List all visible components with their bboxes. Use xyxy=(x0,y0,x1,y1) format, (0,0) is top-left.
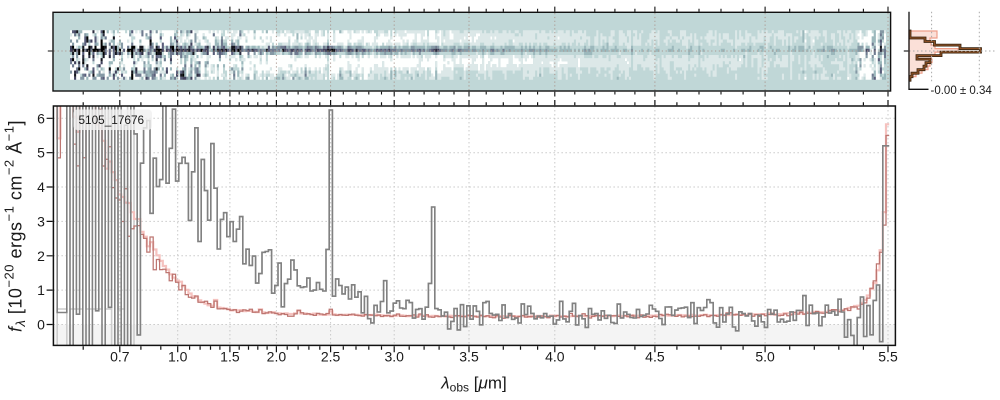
svg-text:4.0: 4.0 xyxy=(545,349,565,365)
svg-text:-0.00 ± 0.34: -0.00 ± 0.34 xyxy=(931,85,993,97)
svg-text:fλ [10−20 ergs−1 cm−2 Å−1]: fλ [10−20 ergs−1 cm−2 Å−1] xyxy=(2,120,28,332)
svg-text:λobs [μm]: λobs [μm] xyxy=(440,374,506,395)
svg-text:5: 5 xyxy=(37,145,45,161)
svg-text:3.0: 3.0 xyxy=(384,349,404,365)
svg-text:6: 6 xyxy=(37,110,45,126)
svg-text:2.0: 2.0 xyxy=(267,349,287,365)
svg-text:4.5: 4.5 xyxy=(645,349,665,365)
svg-text:4: 4 xyxy=(37,179,45,195)
svg-text:2.5: 2.5 xyxy=(321,349,341,365)
svg-text:3.5: 3.5 xyxy=(459,349,479,365)
svg-text:5105_17676: 5105_17676 xyxy=(79,113,145,127)
svg-text:0: 0 xyxy=(37,317,45,333)
svg-text:5.5: 5.5 xyxy=(878,349,898,365)
svg-text:1: 1 xyxy=(37,282,45,298)
svg-text:1.0: 1.0 xyxy=(168,349,188,365)
svg-text:0.7: 0.7 xyxy=(110,349,130,365)
svg-text:3: 3 xyxy=(37,213,45,229)
svg-text:2: 2 xyxy=(37,248,45,264)
svg-text:5.0: 5.0 xyxy=(755,349,775,365)
svg-text:1.5: 1.5 xyxy=(220,349,240,365)
